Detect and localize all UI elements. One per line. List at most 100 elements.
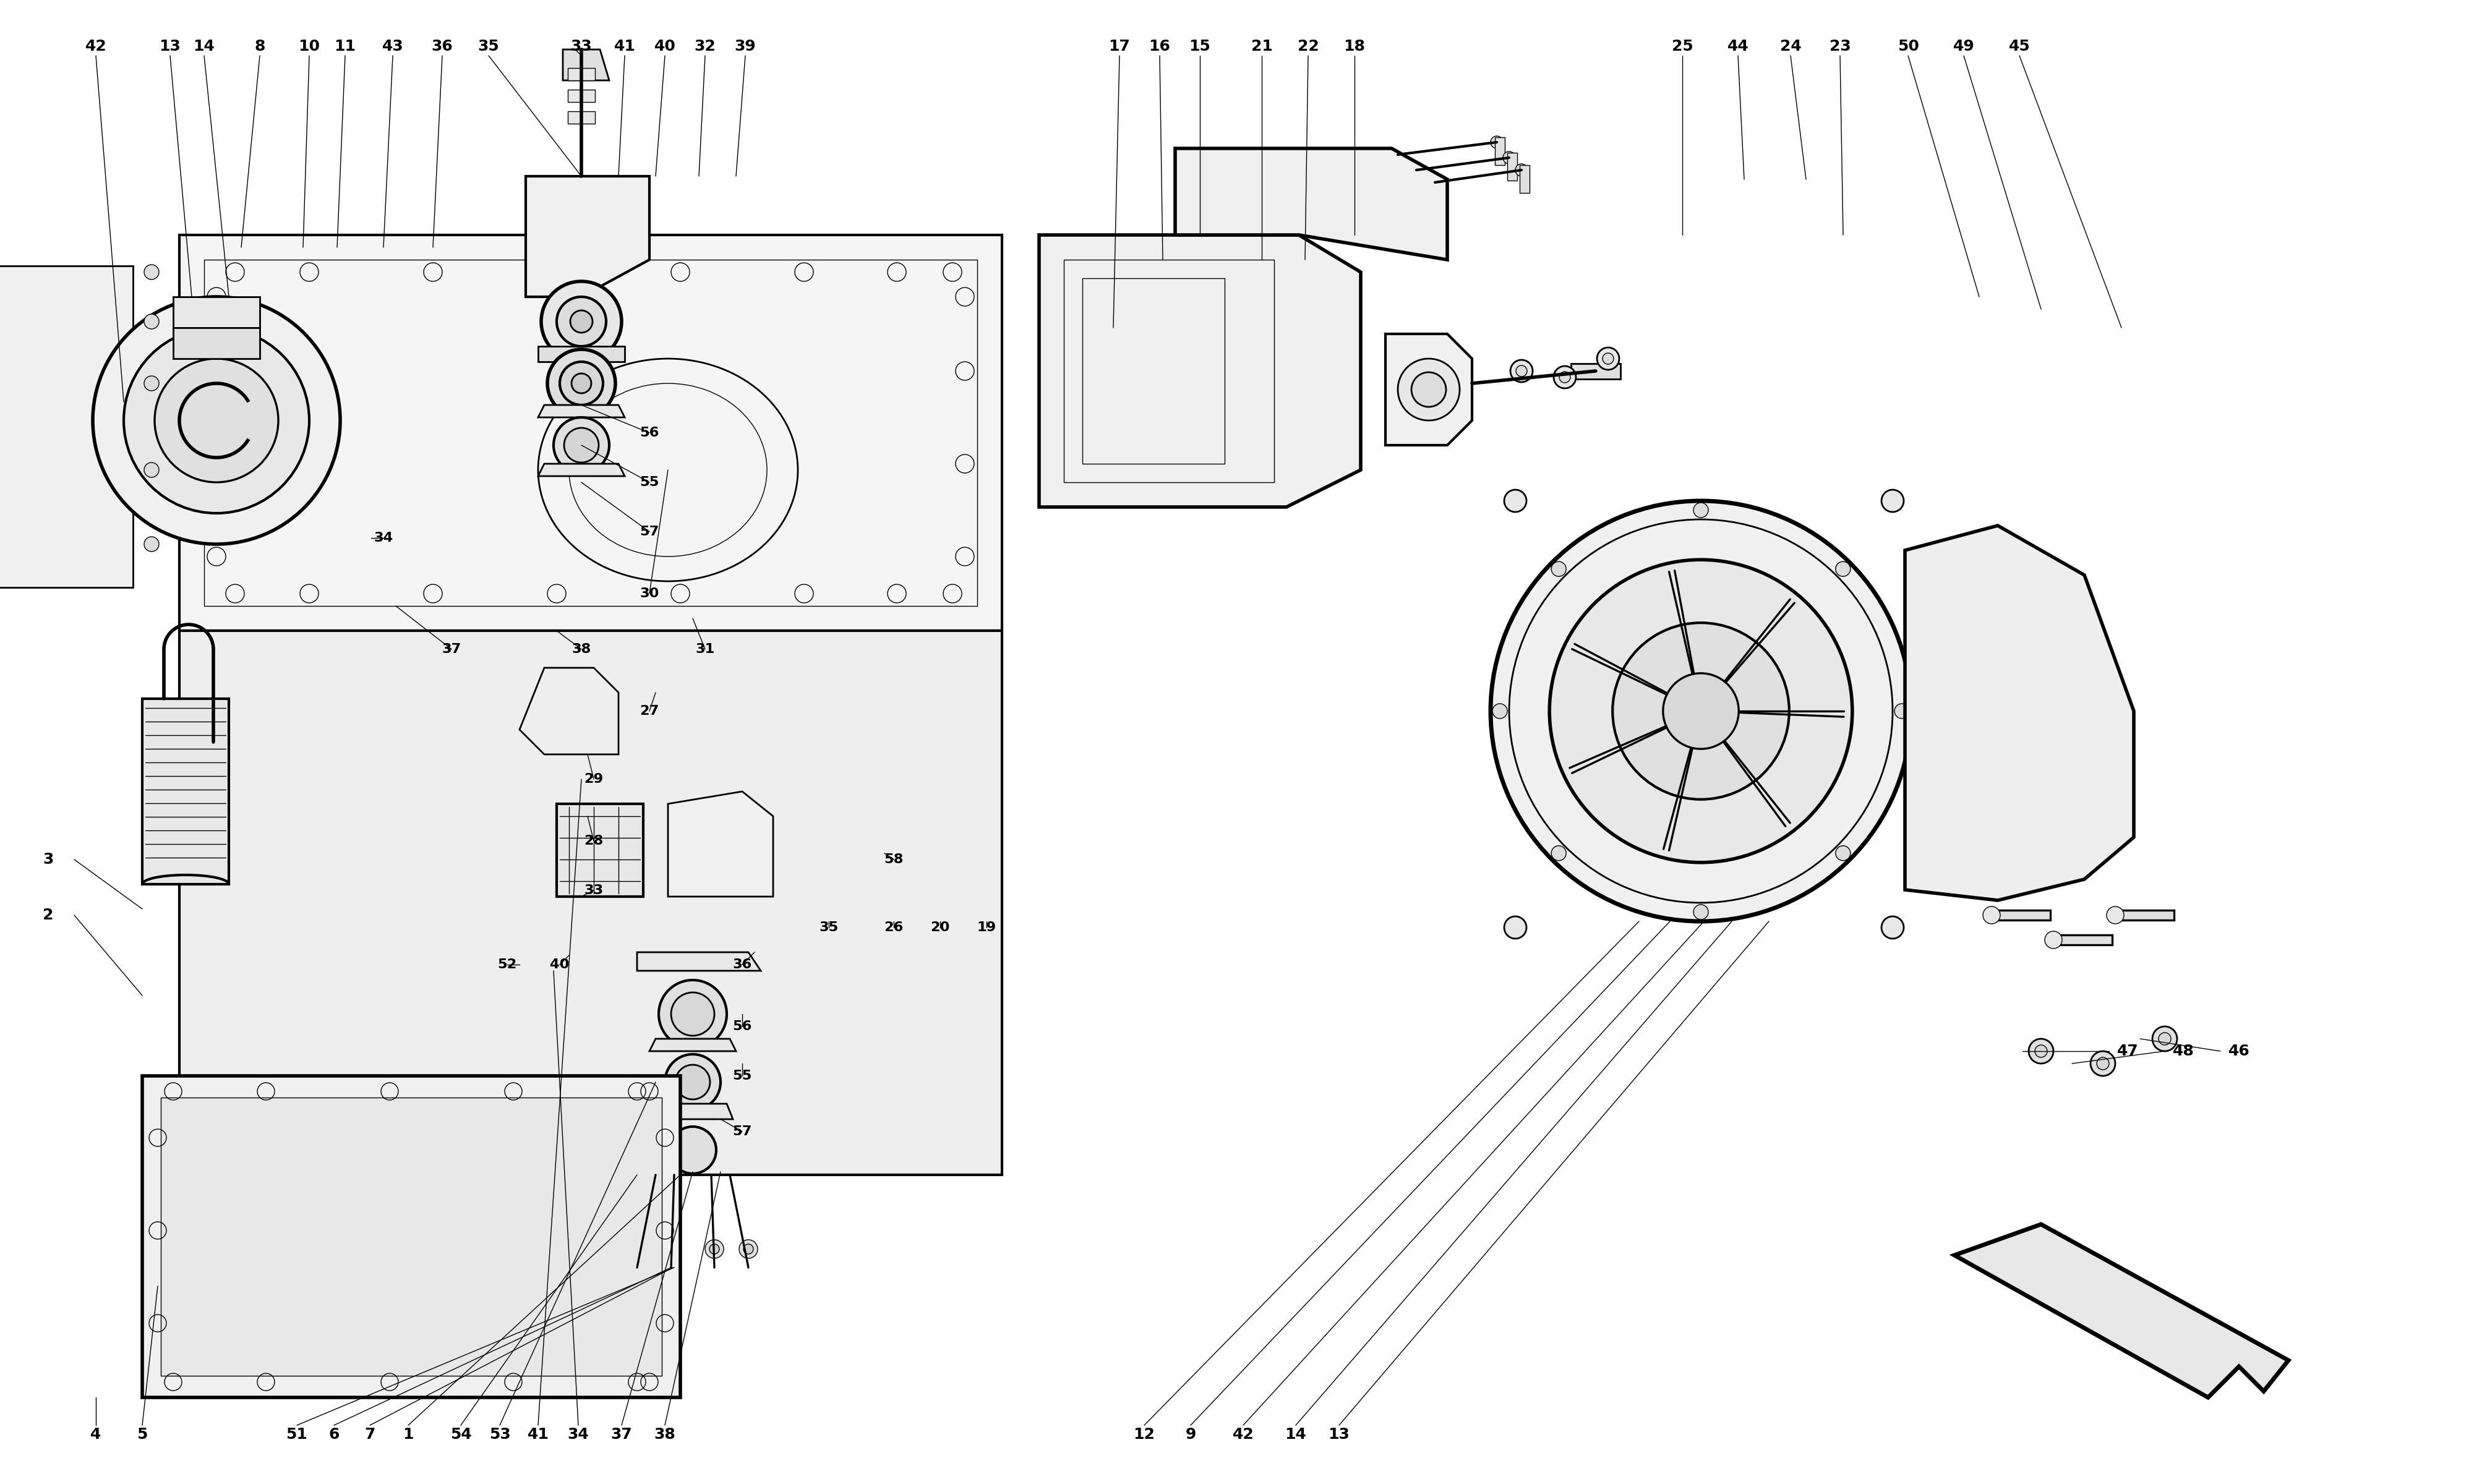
Circle shape [1554,367,1576,389]
Text: 40: 40 [549,959,569,971]
Text: 31: 31 [695,643,715,656]
Polygon shape [173,328,260,359]
Text: 54: 54 [450,1428,473,1442]
Circle shape [1514,163,1529,177]
Circle shape [1398,359,1460,420]
Circle shape [1504,151,1514,163]
Text: 3: 3 [42,852,54,867]
Polygon shape [569,68,594,80]
Bar [1519,165,1529,193]
Text: 34: 34 [374,531,393,545]
Bar [2118,910,2175,920]
Text: 53: 53 [490,1428,510,1442]
Polygon shape [1385,334,1472,445]
Text: 23: 23 [1828,39,1851,53]
Circle shape [1692,503,1707,518]
Circle shape [153,359,277,482]
Polygon shape [564,49,609,80]
Text: 4: 4 [92,1428,101,1442]
Circle shape [663,1239,680,1258]
Text: 22: 22 [1296,39,1319,53]
Circle shape [1598,347,1618,370]
Polygon shape [520,668,618,754]
Polygon shape [173,297,260,328]
Circle shape [2091,1051,2115,1076]
Circle shape [1836,846,1851,861]
Circle shape [633,1244,643,1254]
Text: 47: 47 [2118,1043,2138,1058]
Text: 13: 13 [1329,1428,1351,1442]
Text: 9: 9 [1185,1428,1195,1442]
Circle shape [1663,674,1739,749]
Polygon shape [638,953,762,971]
Circle shape [124,328,309,513]
Text: 28: 28 [584,834,604,847]
Text: 27: 27 [641,705,658,717]
Polygon shape [648,1039,737,1051]
Circle shape [1559,371,1571,383]
Text: 56: 56 [641,427,658,439]
Circle shape [740,1239,757,1258]
Circle shape [1492,703,1507,718]
Text: 44: 44 [1727,39,1749,53]
Polygon shape [557,804,643,896]
Circle shape [2157,1033,2172,1045]
Bar [161,1098,663,1376]
Circle shape [1984,907,1999,923]
Text: 6: 6 [329,1428,339,1442]
Polygon shape [539,405,623,417]
Circle shape [143,375,158,390]
Text: 42: 42 [84,39,106,53]
Circle shape [1836,561,1851,576]
Circle shape [1489,500,1910,922]
Bar [539,346,623,362]
Text: 33: 33 [584,884,604,896]
Bar [1571,364,1620,378]
Polygon shape [569,111,594,123]
Text: 32: 32 [695,39,715,53]
Circle shape [742,1244,752,1254]
Polygon shape [539,463,623,476]
Text: 55: 55 [732,1070,752,1082]
Text: 42: 42 [1232,1428,1254,1442]
Text: 39: 39 [735,39,757,53]
Polygon shape [1175,148,1447,260]
Circle shape [564,427,599,463]
Circle shape [559,362,604,405]
Circle shape [1551,846,1566,861]
Circle shape [542,282,621,362]
Circle shape [554,417,609,473]
Text: 26: 26 [883,922,903,933]
Text: 38: 38 [571,643,591,656]
Polygon shape [178,631,1002,1175]
Circle shape [670,993,715,1036]
Text: 2: 2 [42,908,54,923]
Text: 49: 49 [1952,39,1974,53]
Polygon shape [569,89,594,102]
Text: 7: 7 [364,1428,376,1442]
Text: 16: 16 [1148,39,1170,53]
Text: 25: 25 [1672,39,1692,53]
Circle shape [557,297,606,346]
Polygon shape [524,177,648,297]
Circle shape [547,349,616,417]
Text: 8: 8 [255,39,265,53]
Bar [2056,935,2113,945]
Polygon shape [1954,1224,2288,1398]
Circle shape [1489,137,1504,148]
Text: 13: 13 [158,39,181,53]
Text: 15: 15 [1190,39,1210,53]
Circle shape [1692,905,1707,920]
Text: 11: 11 [334,39,356,53]
Text: 20: 20 [930,922,950,933]
Text: 46: 46 [2229,1043,2249,1058]
Text: 24: 24 [1779,39,1801,53]
Text: 55: 55 [641,476,658,488]
Text: 41: 41 [614,39,636,53]
Polygon shape [668,791,772,896]
Text: 50: 50 [1898,39,1920,53]
Circle shape [2034,1045,2048,1057]
Text: 35: 35 [477,39,500,53]
Text: 36: 36 [430,39,453,53]
Circle shape [668,1126,717,1174]
